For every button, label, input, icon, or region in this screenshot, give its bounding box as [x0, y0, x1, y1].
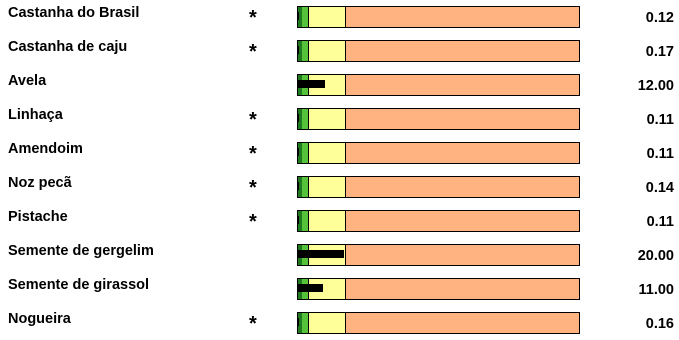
bar-track: [297, 176, 580, 198]
chart-row: Amendoim * 0.11: [0, 136, 679, 170]
asterisk-marker: *: [249, 143, 257, 165]
band-light-green: [302, 210, 308, 232]
chart-row: Semente de gergelim 20.00: [0, 238, 679, 272]
value-bar: [297, 80, 326, 88]
category-label: Nogueira: [8, 311, 71, 327]
bar-track: [297, 74, 580, 96]
category-label: Semente de girassol: [8, 277, 150, 293]
asterisk-marker: *: [249, 41, 257, 63]
band-orange: [345, 108, 580, 130]
category-label: Pistache: [8, 209, 68, 225]
chart-row: Linhaça * 0.11: [0, 102, 679, 136]
band-yellow: [308, 40, 345, 62]
band-light-green: [302, 176, 308, 198]
band-yellow: [308, 142, 345, 164]
value-label: 0.12: [645, 10, 674, 26]
band-yellow: [308, 176, 345, 198]
value-bar: [297, 318, 299, 326]
value-label: 12.00: [637, 78, 674, 94]
value-label: 0.11: [646, 112, 674, 128]
asterisk-marker: *: [249, 7, 257, 29]
band-orange: [345, 142, 580, 164]
asterisk-marker: *: [249, 109, 257, 131]
value-label: 0.16: [645, 316, 674, 332]
asterisk-marker: *: [249, 313, 257, 335]
chart-row: Castanha de caju * 0.17: [0, 34, 679, 68]
band-yellow: [308, 108, 345, 130]
chart-row: Avela 12.00: [0, 68, 679, 102]
chart-row: Noz pecã * 0.14: [0, 170, 679, 204]
band-orange: [345, 6, 580, 28]
category-label: Avela: [8, 73, 47, 89]
band-orange: [345, 278, 580, 300]
bar-track: [297, 40, 580, 62]
bar-track: [297, 210, 580, 232]
value-bar: [297, 148, 299, 156]
value-bar: [297, 12, 299, 20]
category-label: Castanha de caju: [8, 39, 128, 55]
value-label: 0.17: [645, 44, 674, 60]
chart-row: Nogueira * 0.16: [0, 306, 679, 340]
value-bar: [297, 114, 299, 122]
band-yellow: [308, 6, 345, 28]
band-light-green: [302, 142, 308, 164]
band-yellow: [308, 210, 345, 232]
value-bar: [297, 216, 299, 224]
band-orange: [345, 176, 580, 198]
value-label: 20.00: [637, 248, 674, 264]
category-label: Castanha do Brasil: [8, 5, 140, 21]
band-light-green: [302, 40, 308, 62]
value-label: 11.00: [638, 282, 675, 298]
category-label: Semente de gergelim: [8, 243, 154, 259]
asterisk-marker: *: [249, 211, 257, 233]
band-orange: [345, 210, 580, 232]
band-orange: [345, 312, 580, 334]
band-orange: [345, 74, 580, 96]
bar-track: [297, 6, 580, 28]
bar-track: [297, 244, 580, 266]
bar-track: [297, 278, 580, 300]
band-orange: [345, 40, 580, 62]
bar-track: [297, 108, 580, 130]
value-bar: [297, 284, 323, 292]
value-label: 0.11: [646, 146, 674, 162]
category-label: Amendoim: [8, 141, 83, 157]
asterisk-marker: *: [249, 177, 257, 199]
band-orange: [345, 244, 580, 266]
value-label: 0.11: [646, 214, 674, 230]
category-label: Noz pecã: [8, 175, 72, 191]
chart-row: Semente de girassol 11.00: [0, 272, 679, 306]
bar-track: [297, 312, 580, 334]
category-label: Linhaça: [8, 107, 63, 123]
value-label: 0.14: [645, 180, 674, 196]
band-yellow: [308, 312, 345, 334]
band-light-green: [302, 108, 308, 130]
bar-track: [297, 142, 580, 164]
value-bar: [297, 182, 299, 190]
value-bar: [297, 46, 299, 54]
band-light-green: [302, 6, 308, 28]
value-bar: [297, 250, 345, 258]
chart-row: Pistache * 0.11: [0, 204, 679, 238]
chart-row: Castanha do Brasil * 0.12: [0, 0, 679, 34]
